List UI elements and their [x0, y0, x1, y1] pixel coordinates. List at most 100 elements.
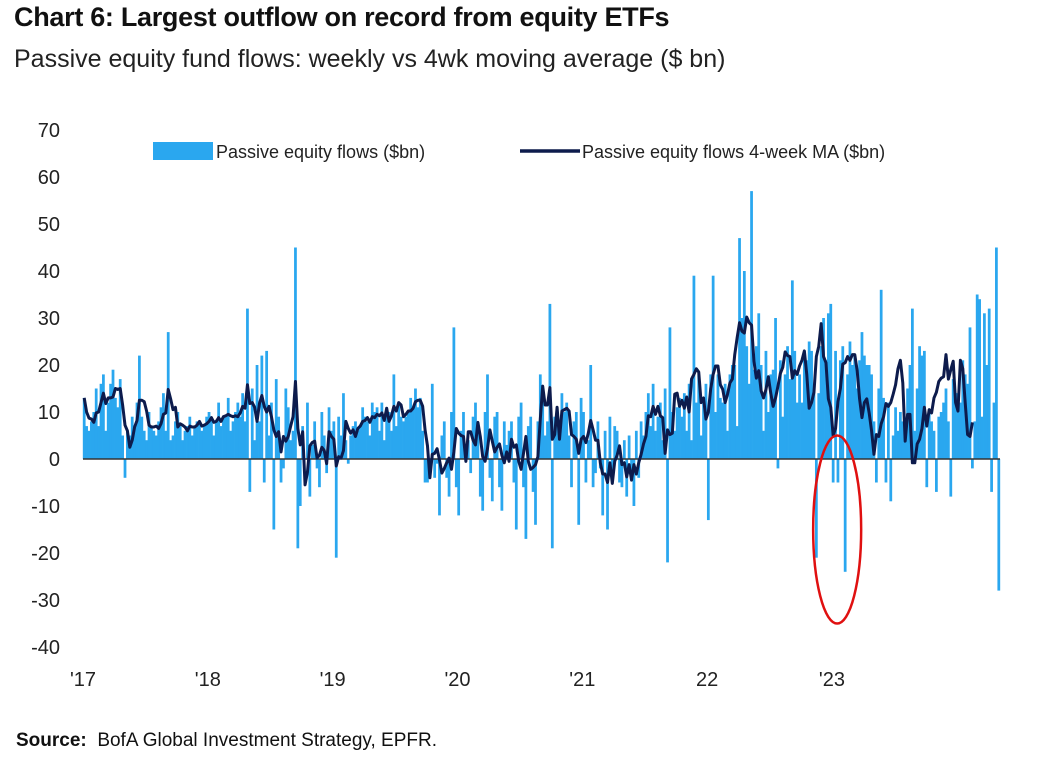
bar [579, 397, 583, 459]
bar [985, 365, 989, 459]
bar [265, 350, 269, 459]
bar [135, 402, 139, 459]
bar [882, 397, 885, 459]
bar [716, 374, 720, 459]
bar [339, 435, 343, 459]
bar [714, 412, 717, 459]
bar [248, 459, 252, 492]
bar [382, 440, 386, 459]
bar [742, 271, 746, 459]
bar [171, 435, 175, 459]
bar [306, 402, 309, 459]
y-tick-label: 20 [38, 355, 60, 377]
bar [493, 416, 497, 459]
bar [133, 426, 136, 459]
bar [654, 430, 657, 459]
bar [229, 430, 233, 459]
bar [224, 416, 228, 459]
bar [195, 421, 199, 459]
bar [606, 459, 609, 530]
bar [109, 383, 112, 459]
bar [601, 459, 605, 516]
bar [699, 435, 703, 459]
bar [757, 313, 761, 459]
bar [668, 327, 672, 459]
bar [483, 412, 487, 459]
bar [610, 459, 614, 474]
y-tick-label: 0 [49, 449, 60, 471]
x-tick-label: '17 [70, 669, 96, 691]
bar [159, 407, 163, 459]
bar [430, 383, 434, 459]
bar [817, 393, 821, 459]
bar [548, 303, 552, 459]
bar [747, 383, 751, 459]
bar [519, 402, 523, 459]
bar [454, 459, 458, 488]
bar [310, 444, 314, 459]
bar [968, 327, 972, 459]
bar [978, 299, 981, 459]
bar [541, 388, 545, 459]
bar [531, 459, 535, 492]
bar [608, 416, 612, 459]
bar [116, 407, 120, 459]
bar [92, 412, 96, 459]
bar [409, 397, 413, 459]
bar [294, 247, 297, 459]
bar [920, 355, 924, 459]
bar [959, 402, 962, 459]
bar [622, 440, 626, 459]
bar [370, 402, 374, 459]
bar [613, 426, 617, 459]
bar [284, 388, 288, 459]
bar [210, 416, 213, 459]
bar [738, 238, 741, 459]
chart-subtitle: Passive equity fund flows: weekly vs 4wk… [14, 45, 726, 73]
bar [778, 360, 782, 459]
bar [759, 365, 763, 459]
bar [706, 459, 710, 521]
bar [342, 393, 345, 459]
bar [406, 412, 410, 459]
bar [378, 430, 381, 459]
bar [675, 407, 679, 459]
bar [577, 459, 581, 525]
bar [380, 402, 384, 459]
bar [94, 388, 98, 459]
bar [361, 407, 365, 459]
bar [488, 459, 492, 478]
bar [241, 393, 245, 459]
bar [145, 440, 148, 459]
bar [870, 374, 873, 459]
bar [735, 426, 739, 459]
bar [543, 435, 547, 459]
x-tick-label: '19 [320, 669, 346, 691]
bar [572, 421, 576, 459]
bar [296, 459, 300, 549]
bar [325, 459, 329, 474]
bar [476, 426, 480, 459]
bar [990, 459, 993, 492]
bar [200, 430, 204, 459]
bar [188, 416, 192, 459]
bar [274, 379, 278, 459]
bar [387, 412, 391, 459]
bar [414, 388, 417, 459]
bar [337, 416, 341, 459]
bar [442, 421, 446, 459]
bar [486, 374, 489, 459]
bar [495, 412, 499, 459]
bar [318, 459, 321, 488]
bar [663, 388, 667, 459]
bar [150, 426, 153, 459]
bar [658, 402, 662, 459]
bar [178, 426, 182, 459]
bar [949, 459, 953, 497]
bar [534, 459, 537, 525]
highlight-ellipse [811, 434, 863, 625]
bar [174, 421, 177, 459]
bar [399, 416, 403, 459]
bar [354, 421, 357, 459]
x-tick-label: '23 [819, 669, 845, 691]
